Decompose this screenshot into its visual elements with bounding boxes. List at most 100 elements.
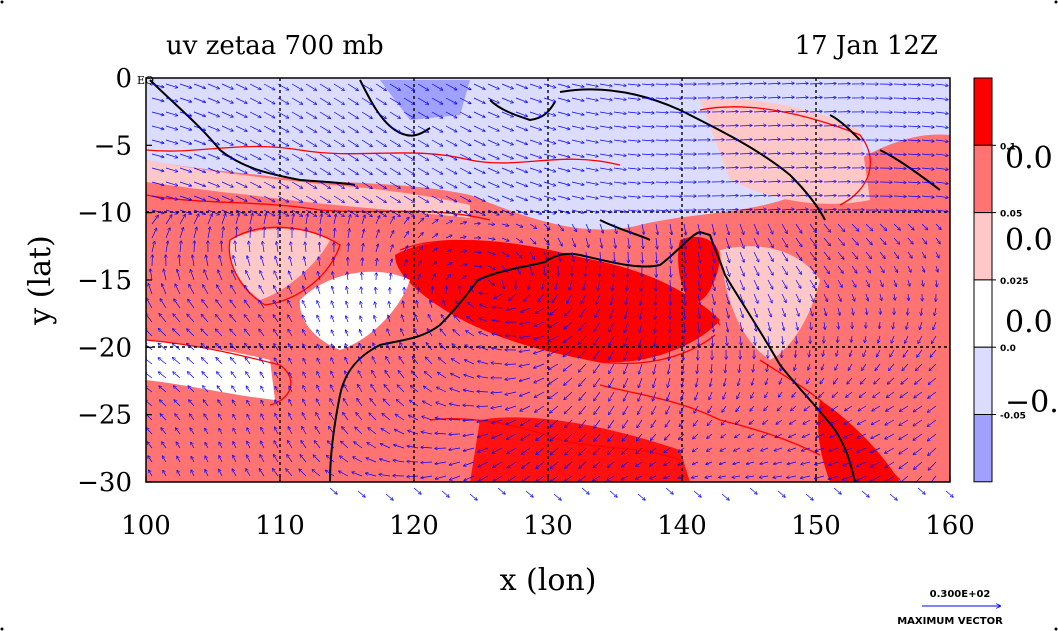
wind-vector — [260, 372, 265, 379]
wind-vector — [861, 490, 869, 497]
wind-vector — [494, 293, 503, 298]
wind-vector — [421, 475, 433, 478]
wind-vector — [376, 259, 377, 267]
wind-vector — [235, 181, 247, 187]
wind-vector — [201, 329, 209, 337]
wind-vector — [721, 493, 729, 500]
wind-vector — [288, 441, 293, 449]
wind-vector — [430, 301, 432, 309]
wind-vector — [361, 209, 372, 216]
wind-vector — [464, 375, 475, 379]
neutral-area-west — [299, 271, 410, 350]
wind-vector — [368, 428, 377, 435]
wind-vector — [409, 415, 419, 421]
wind-vector — [207, 111, 219, 117]
wind-vector — [174, 386, 181, 393]
wind-vector — [347, 181, 358, 188]
wind-vector — [501, 97, 513, 103]
wind-vector — [263, 125, 275, 132]
wind-vector — [235, 209, 247, 215]
wind-vector — [259, 344, 265, 351]
wind-vector — [375, 302, 376, 309]
wind-vector — [207, 97, 219, 103]
wind-vector — [259, 300, 265, 309]
wind-vector — [193, 209, 205, 214]
wind-vector — [193, 167, 205, 172]
wind-vector — [277, 209, 288, 216]
wind-vector — [177, 471, 181, 477]
wind-vector — [553, 493, 561, 500]
wind-vector — [501, 265, 508, 272]
wind-vector — [333, 167, 344, 174]
wind-vector — [147, 298, 153, 309]
wind-vector — [381, 429, 391, 435]
wind-vector — [493, 307, 503, 308]
wind-vector — [159, 329, 167, 337]
wind-vector — [360, 302, 362, 309]
colorbar-big-label: −0. — [1005, 385, 1058, 420]
wind-vector — [467, 302, 475, 309]
wind-vector — [319, 167, 330, 174]
wind-vector — [235, 111, 247, 117]
wind-vector — [333, 257, 334, 267]
wind-vector — [413, 343, 419, 351]
wind-vector — [361, 287, 362, 295]
wind-vector — [305, 111, 316, 118]
wind-vector — [330, 399, 335, 407]
x-tick-label: 120 — [389, 511, 439, 541]
wind-vector — [375, 83, 386, 90]
wind-vector — [412, 357, 419, 365]
wind-vector — [359, 344, 363, 351]
wind-vector — [179, 255, 180, 267]
colorbar-big-label: 0.0 — [1005, 305, 1053, 340]
wind-vector — [366, 473, 377, 477]
wind-vector — [515, 139, 527, 144]
wind-vector — [177, 456, 181, 463]
wind-vector — [250, 227, 251, 239]
wind-vector — [479, 332, 489, 337]
wind-vector — [233, 428, 237, 435]
wind-vector — [388, 315, 390, 323]
wind-vector — [367, 443, 377, 449]
wind-vector — [479, 293, 489, 294]
wind-vector — [341, 441, 349, 449]
wind-vector — [306, 214, 308, 225]
wind-vector — [235, 241, 236, 253]
wind-vector — [529, 181, 541, 186]
wind-vector — [361, 125, 372, 132]
wind-vector — [276, 242, 278, 253]
wind-vector — [148, 456, 153, 463]
wind-vector — [347, 111, 358, 118]
wind-vector — [477, 376, 489, 378]
wind-vector — [190, 270, 195, 281]
wind-vector — [249, 125, 261, 131]
wind-vector — [445, 274, 450, 281]
wind-vector — [407, 461, 419, 462]
wind-vector — [261, 386, 265, 393]
wind-vector — [389, 97, 400, 104]
wind-vector — [445, 235, 452, 239]
wind-vector — [249, 97, 261, 103]
wind-vector — [394, 445, 405, 449]
wind-vector — [477, 433, 489, 437]
wind-vector — [477, 406, 489, 407]
wind-vector — [165, 111, 177, 116]
wind-vector — [399, 357, 405, 365]
wind-vector — [403, 125, 414, 132]
wind-vector — [375, 195, 386, 202]
wind-vector — [389, 83, 400, 90]
wind-vector — [151, 195, 164, 199]
wind-vector — [473, 153, 485, 159]
wind-vector — [354, 442, 363, 449]
wind-vector — [203, 400, 209, 407]
wind-vector — [207, 209, 219, 215]
wind-vector — [289, 413, 293, 421]
wind-vector — [179, 111, 191, 116]
wind-vector — [445, 181, 457, 188]
wind-vector — [361, 215, 365, 225]
wind-vector — [382, 414, 391, 421]
wind-vector — [312, 470, 321, 477]
wind-vector — [193, 153, 205, 158]
